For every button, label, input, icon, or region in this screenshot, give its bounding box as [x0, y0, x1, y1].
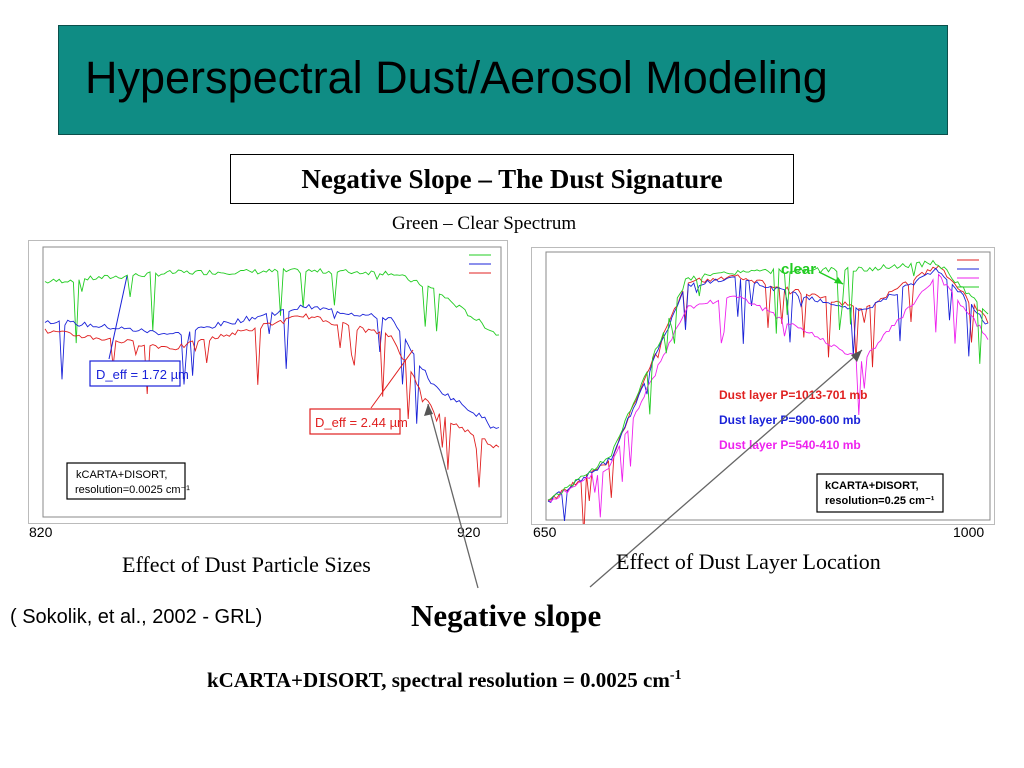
left-x-tick-start: 820 [29, 524, 53, 540]
chart-dust-layer-location: clear Dust layer P=1013-701 mb Dust laye… [531, 247, 995, 536]
annotation-deff-172: D_eff = 1.72 µm [89, 275, 189, 387]
annotation-clear: clear [781, 261, 844, 285]
chart-left-plot: D_eff = 1.72 µm D_eff = 2.44 µm kCARTA+D… [42, 246, 502, 518]
subtitle-box: Negative Slope – The Dust Signature [230, 154, 794, 204]
annotation-deff-244: D_eff = 2.44 µm [309, 349, 414, 435]
deff-172-label: D_eff = 1.72 µm [96, 367, 189, 382]
right-x-tick-end: 1000 [953, 524, 985, 540]
series-line-2 [547, 273, 989, 518]
annotation-kcarta-right: kCARTA+DISORT, resolution=0.25 cm⁻¹ [816, 473, 944, 513]
bottom-note-text: kCARTA+DISORT, spectral resolution = 0.0… [207, 668, 670, 692]
dust-layer-1-label: Dust layer P=1013-701 mb [719, 388, 867, 402]
plot-frame [545, 251, 991, 521]
negative-slope-label: Negative slope [411, 598, 602, 633]
deff-172-pointer [108, 275, 128, 360]
slide-title: Hyperspectral Dust/Aerosol Modeling [85, 52, 828, 103]
caption-left: Effect of Dust Particle Sizes [122, 552, 371, 577]
left-x-tick-end: 920 [457, 524, 481, 540]
legend [469, 254, 491, 274]
series-line-3 [547, 259, 989, 501]
series-line-1 [44, 303, 500, 429]
kcarta-left-line1: kCARTA+DISORT, [76, 469, 167, 481]
series-line-1 [547, 267, 989, 522]
deff-244-label: D_eff = 2.44 µm [315, 415, 408, 430]
series-line-2 [44, 313, 500, 488]
clear-label: clear [781, 261, 816, 278]
bottom-note-exponent: -1 [669, 668, 682, 683]
bottom-note: kCARTA+DISORT, spectral resolution = 0.0… [207, 668, 682, 693]
annotation-kcarta-left: kCARTA+DISORT, resolution=0.0025 cm⁻¹ [66, 462, 190, 500]
chart-right-plot: clear Dust layer P=1013-701 mb Dust laye… [545, 251, 991, 536]
citation: ( Sokolik, et al., 2002 - GRL) [10, 606, 263, 628]
legend [957, 259, 979, 288]
kcarta-left-line2: resolution=0.0025 cm⁻¹ [75, 484, 190, 496]
right-x-tick-start: 650 [533, 524, 557, 540]
deff-244-pointer [370, 349, 414, 409]
caption-right: Effect of Dust Layer Location [616, 549, 881, 574]
kcarta-right-line1: kCARTA+DISORT, [825, 480, 919, 492]
series-line-0 [44, 267, 500, 344]
kcarta-right-line2: resolution=0.25 cm⁻¹ [825, 495, 935, 507]
arrow-right-slope [589, 349, 863, 588]
arrow-left-slope [427, 403, 479, 589]
dust-layer-2-label: Dust layer P=900-600 mb [719, 413, 861, 427]
plot-frame [42, 246, 502, 518]
slide-subtitle: Negative Slope – The Dust Signature [301, 164, 723, 194]
green-clear-note: Green – Clear Spectrum [392, 213, 577, 234]
title-banner: Hyperspectral Dust/Aerosol Modeling [58, 25, 948, 135]
chart-dust-particle-sizes: D_eff = 1.72 µm D_eff = 2.44 µm kCARTA+D… [28, 240, 508, 524]
dust-layer-3-label: Dust layer P=540-410 mb [719, 438, 861, 452]
